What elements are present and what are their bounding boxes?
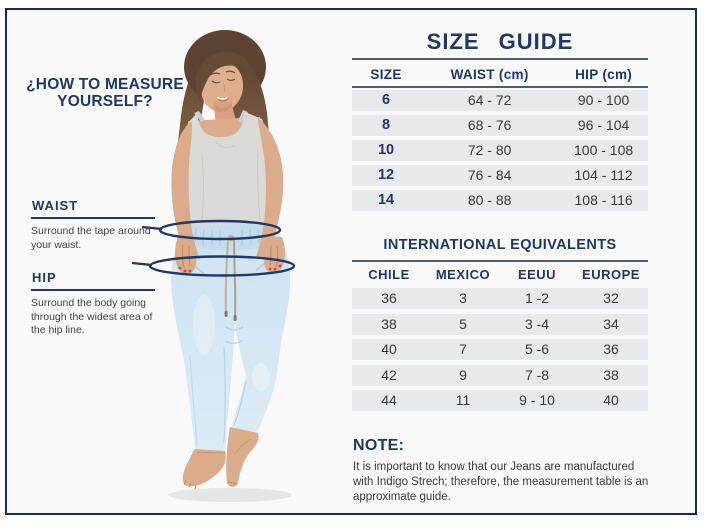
europe-cell: 34 <box>603 315 619 332</box>
hip-cell: 108 - 116 <box>574 192 633 208</box>
how-to-measure-heading: ¿HOW TO MEASURE YOURSELF? <box>22 76 188 110</box>
hip-cell: 90 - 100 <box>577 92 630 108</box>
waist-measurement-ellipse <box>158 219 282 241</box>
europe-cell: 40 <box>603 392 619 408</box>
size-cell: 8 <box>382 117 391 133</box>
international-header-row: CHILE MEXICO EEUU EUROPE <box>352 265 648 285</box>
size-guide-row: 8 68 - 76 96 - 104 <box>352 115 648 136</box>
hip-cell: 96 - 104 <box>577 117 630 133</box>
size-guide-table: 6 64 - 72 90 - 100 8 68 - 76 96 - 104 10… <box>352 90 648 211</box>
mexico-cell: 11 <box>455 392 471 408</box>
note-line: with Indigo Strech; therefore, the measu… <box>353 476 649 488</box>
mexico-cell: 3 <box>459 290 467 306</box>
size-guide-title: SIZE GUIDE <box>426 29 574 54</box>
international-title: INTERNATIONAL EQUIVALENTS <box>383 237 617 253</box>
hip-pointer-line <box>131 261 153 267</box>
model-tank-top <box>186 110 272 229</box>
col-header-europe: EUROPE <box>582 267 640 282</box>
size-cell: 14 <box>377 192 395 208</box>
waist-label: WAIST <box>32 198 79 213</box>
europe-cell: 36 <box>603 341 619 357</box>
international-row: 44 11 9 - 10 40 <box>352 390 648 411</box>
international-table: 36 3 1 -2 32 38 5 3 -4 34 40 7 5 -6 36 4… <box>352 288 648 411</box>
chile-cell: 36 <box>381 290 397 306</box>
hip-cell: 100 - 108 <box>574 142 634 158</box>
mexico-cell: 9 <box>459 366 467 383</box>
size-guide-header-row: SIZE WAIST (cm) HIP (cm) <box>352 64 648 85</box>
waist-cell: 80 - 88 <box>467 192 512 208</box>
heading-line-1: ¿HOW TO MEASURE <box>26 76 184 93</box>
eeuu-cell: 5 -6 <box>524 341 550 357</box>
international-row: 40 7 5 -6 36 <box>352 339 648 360</box>
col-header-chile: CHILE <box>368 267 410 282</box>
waist-pointer-line <box>141 225 163 231</box>
col-header-hip: HIP (cm) <box>575 67 633 82</box>
size-guide-row: 6 64 - 72 90 - 100 <box>352 90 648 111</box>
chile-cell: 38 <box>381 315 397 332</box>
hip-description: Surround the body going through the wide… <box>31 297 153 336</box>
model-feet <box>182 427 259 490</box>
hip-cell: 104 - 112 <box>574 167 633 183</box>
col-header-size: SIZE <box>370 67 402 82</box>
size-cell: 10 <box>377 142 395 158</box>
international-row: 42 9 7 -8 38 <box>352 364 648 386</box>
chile-cell: 44 <box>381 392 397 408</box>
hip-measure-block: HIP Surround the body going through the … <box>31 269 163 338</box>
waist-cell: 68 - 76 <box>467 117 512 133</box>
waist-underline <box>31 217 155 219</box>
col-header-mexico: MEXICO <box>435 267 491 282</box>
international-row: 38 5 3 -4 34 <box>352 313 648 335</box>
waist-cell: 72 - 80 <box>467 142 512 158</box>
hip-label: HIP <box>32 270 57 285</box>
waist-measure-block: WAIST Surround the tape around your wais… <box>31 197 163 252</box>
note-line: It is important to know that our Jeans a… <box>353 461 635 473</box>
waist-description: Surround the tape around your waist. <box>31 225 151 251</box>
note-text: It is important to know that our Jeans a… <box>353 460 688 505</box>
mexico-cell: 7 <box>459 341 467 357</box>
international-row: 36 3 1 -2 32 <box>352 288 648 309</box>
waist-cell: 64 - 72 <box>467 92 512 108</box>
eeuu-cell: 9 - 10 <box>519 392 555 408</box>
chile-cell: 42 <box>381 366 397 383</box>
size-guide-row: 12 76 - 84 104 - 112 <box>352 165 648 186</box>
mexico-cell: 5 <box>459 315 467 332</box>
heading-line-2: YOURSELF? <box>57 93 153 110</box>
size-guide-top-rule <box>352 58 648 60</box>
ground-shadow <box>168 488 292 502</box>
chile-cell: 40 <box>381 341 397 357</box>
europe-cell: 38 <box>603 366 619 383</box>
note-label: NOTE: <box>353 437 405 454</box>
size-cell: 12 <box>377 167 395 183</box>
europe-cell: 32 <box>603 290 619 306</box>
size-guide-header-rule <box>352 86 648 88</box>
model-hands <box>175 237 285 274</box>
hip-measurement-ellipse <box>148 255 296 277</box>
international-top-rule <box>352 260 648 262</box>
waist-cell: 76 - 84 <box>467 167 512 183</box>
size-guide-row: 10 72 - 80 100 - 108 <box>352 140 648 161</box>
eeuu-cell: 3 -4 <box>524 315 550 332</box>
hip-underline <box>31 289 155 291</box>
model-photo <box>131 30 296 502</box>
col-header-eeuu: EEUU <box>517 267 557 282</box>
size-guide-row: 14 80 - 88 108 - 116 <box>352 190 648 211</box>
note-line: approximate guide. <box>353 491 451 503</box>
size-cell: 6 <box>382 92 391 108</box>
col-header-waist: WAIST (cm) <box>450 67 529 82</box>
eeuu-cell: 1 -2 <box>524 290 550 306</box>
model-arms <box>171 118 284 259</box>
eeuu-cell: 7 -8 <box>524 366 550 383</box>
measurement-markers <box>131 219 296 277</box>
